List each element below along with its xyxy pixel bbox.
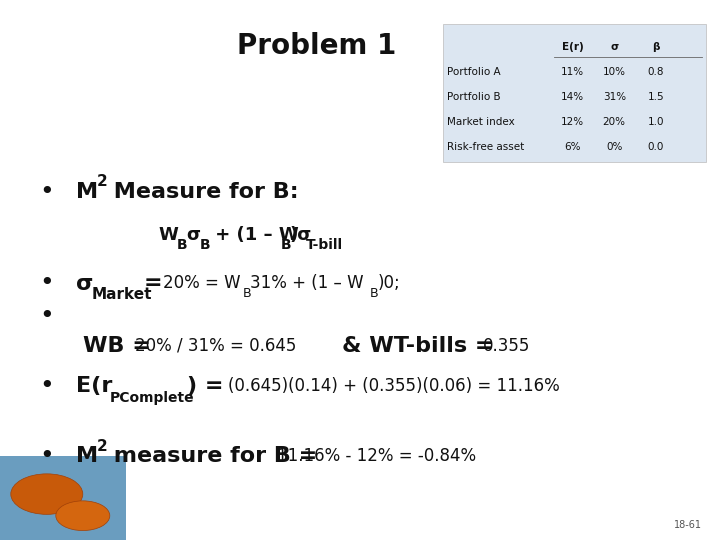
Text: Market: Market [91, 287, 152, 302]
Text: 12%: 12% [561, 117, 584, 127]
FancyBboxPatch shape [0, 456, 126, 540]
Text: 20%: 20% [603, 117, 626, 127]
Ellipse shape [11, 474, 83, 514]
Text: Measure for B:: Measure for B: [106, 181, 299, 202]
Text: σ: σ [186, 226, 199, 244]
Text: 2: 2 [97, 174, 108, 190]
Text: •: • [40, 304, 54, 328]
Text: Portfolio B: Portfolio B [447, 92, 500, 102]
Text: •: • [40, 272, 54, 295]
Text: Portfolio A: Portfolio A [447, 67, 500, 77]
Text: 11.16% - 12% = -0.84%: 11.16% - 12% = -0.84% [277, 447, 477, 465]
Text: B: B [176, 238, 187, 252]
Text: β: β [652, 42, 660, 52]
Text: 0.355: 0.355 [482, 336, 530, 355]
Text: ) =: ) = [187, 376, 231, 396]
Text: B: B [370, 287, 379, 300]
Text: B: B [281, 238, 292, 252]
Text: Problem 1: Problem 1 [237, 32, 397, 60]
Text: •: • [40, 374, 54, 398]
Text: 20% / 31% = 0.645: 20% / 31% = 0.645 [135, 336, 296, 355]
Text: 20% = W: 20% = W [163, 274, 241, 293]
Text: )0;: )0; [377, 274, 400, 293]
Text: 14%: 14% [561, 92, 584, 102]
Text: measure for B =: measure for B = [106, 446, 325, 467]
Text: PComplete: PComplete [110, 391, 195, 405]
Text: E(r): E(r) [562, 42, 583, 52]
Text: M: M [76, 446, 98, 467]
Text: σ: σ [610, 42, 618, 52]
Text: WB =: WB = [83, 335, 158, 356]
Text: T-bill: T-bill [306, 238, 343, 252]
Text: 10%: 10% [603, 67, 626, 77]
Text: Market index: Market index [447, 117, 515, 127]
Text: M: M [76, 181, 98, 202]
FancyBboxPatch shape [443, 24, 706, 162]
Text: (0.645)(0.14) + (0.355)(0.06) = 11.16%: (0.645)(0.14) + (0.355)(0.06) = 11.16% [228, 377, 560, 395]
Text: •: • [40, 180, 54, 204]
Text: )σ: )σ [289, 226, 312, 244]
Text: 6%: 6% [564, 142, 581, 152]
Text: 11%: 11% [561, 67, 584, 77]
Text: B: B [243, 287, 251, 300]
Text: 31%: 31% [603, 92, 626, 102]
Text: 0.0: 0.0 [648, 142, 664, 152]
Text: =: = [144, 273, 163, 294]
Text: •: • [40, 444, 54, 468]
Text: 0.8: 0.8 [648, 67, 665, 77]
Text: W: W [158, 226, 179, 244]
Text: 1.0: 1.0 [648, 117, 665, 127]
Text: + (1 – W: + (1 – W [209, 226, 299, 244]
Text: E(r: E(r [76, 376, 112, 396]
Text: 31% + (1 – W: 31% + (1 – W [250, 274, 364, 293]
Text: 0%: 0% [606, 142, 622, 152]
Text: 18-61: 18-61 [674, 520, 702, 530]
Text: σ: σ [76, 273, 93, 294]
Text: 2: 2 [97, 439, 108, 454]
Text: Risk-free asset: Risk-free asset [447, 142, 524, 152]
Text: 1.5: 1.5 [648, 92, 665, 102]
Text: & WT-bills =: & WT-bills = [342, 335, 501, 356]
Ellipse shape [56, 501, 110, 530]
Text: B: B [200, 238, 211, 252]
